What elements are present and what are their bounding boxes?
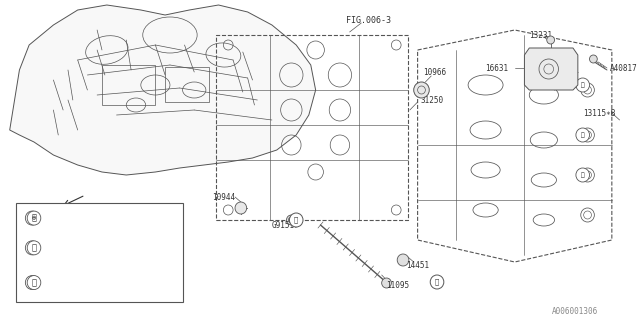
Circle shape <box>26 211 39 225</box>
Text: FIG.006-3: FIG.006-3 <box>346 15 391 25</box>
Circle shape <box>26 276 39 290</box>
Text: J40811   〈1304- 〉: J40811 〈1304- 〉 <box>56 292 131 299</box>
Text: J20603  〈1203- 〉: J20603 〈1203- 〉 <box>56 252 126 259</box>
Text: ③: ③ <box>31 278 36 287</box>
Polygon shape <box>544 55 559 72</box>
Circle shape <box>287 215 296 225</box>
Text: ①: ① <box>581 172 584 178</box>
Text: J20883 〈1203- 〉: J20883 〈1203- 〉 <box>56 222 122 229</box>
Circle shape <box>26 241 39 255</box>
Circle shape <box>235 202 246 214</box>
Text: 31250: 31250 <box>420 95 444 105</box>
Text: 13115∗B: 13115∗B <box>582 108 615 117</box>
Text: 16631: 16631 <box>486 63 509 73</box>
Circle shape <box>413 82 429 98</box>
Circle shape <box>397 254 409 266</box>
Text: 10966: 10966 <box>424 68 447 76</box>
Circle shape <box>289 213 303 227</box>
Text: 11095: 11095 <box>387 281 410 290</box>
Text: ②: ② <box>294 217 298 223</box>
Bar <box>165 67 209 102</box>
Polygon shape <box>10 5 316 175</box>
Text: ②: ② <box>31 243 36 252</box>
Text: ①: ① <box>581 132 584 138</box>
Circle shape <box>28 241 41 255</box>
Circle shape <box>576 78 589 92</box>
Text: J20884  〈1203-1303〉: J20884 〈1203-1303〉 <box>56 279 140 286</box>
Circle shape <box>547 36 554 44</box>
Text: ①: ① <box>31 213 36 223</box>
Text: ⊕: ⊕ <box>32 215 36 221</box>
Circle shape <box>28 276 41 290</box>
Circle shape <box>576 128 589 142</box>
Text: 13231: 13231 <box>529 30 552 39</box>
Text: FRONT: FRONT <box>66 207 91 217</box>
Text: 14451: 14451 <box>406 260 429 269</box>
Circle shape <box>381 278 392 288</box>
Circle shape <box>589 55 597 63</box>
Text: A40817: A40817 <box>610 63 637 73</box>
Text: 0104S*D ( -1203): 0104S*D ( -1203) <box>56 266 126 273</box>
Circle shape <box>576 168 589 182</box>
Text: ③: ③ <box>435 279 439 285</box>
Circle shape <box>430 275 444 289</box>
Bar <box>15 203 183 302</box>
Bar <box>102 65 156 105</box>
Circle shape <box>28 211 41 225</box>
Text: 10944: 10944 <box>212 193 235 202</box>
Text: A006001306: A006001306 <box>552 308 598 316</box>
Text: G91517: G91517 <box>272 220 300 229</box>
Polygon shape <box>524 48 578 90</box>
Text: 0104S*C ( -1203): 0104S*C ( -1203) <box>56 207 126 214</box>
Text: 0104S*B ( -1203): 0104S*B ( -1203) <box>56 237 126 244</box>
Text: ①: ① <box>581 82 584 88</box>
